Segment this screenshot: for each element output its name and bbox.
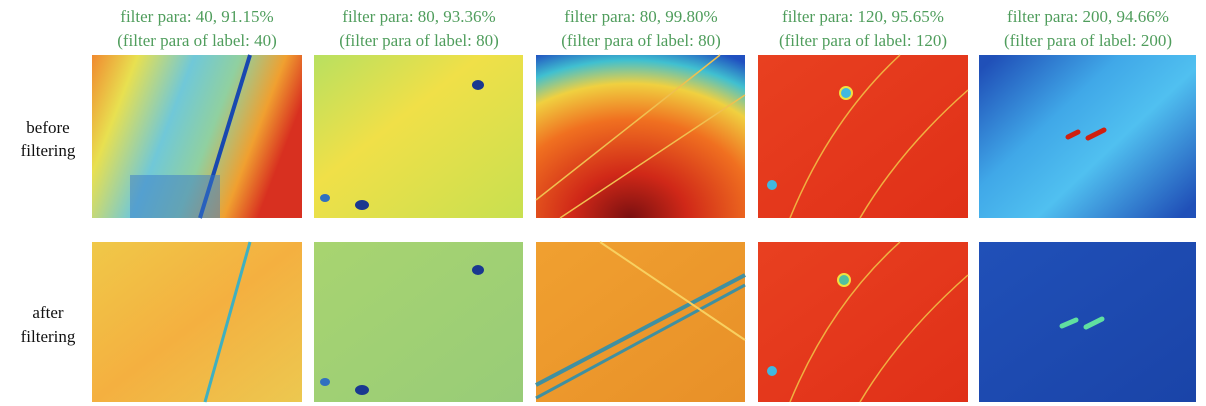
column-title: filter para: 200, 94.66%: [1007, 7, 1169, 26]
spot: [767, 180, 777, 190]
spot: [472, 80, 484, 90]
panels: [92, 55, 1196, 402]
row-labels: before filtering after filtering: [21, 118, 76, 346]
row-label: filtering: [21, 327, 76, 346]
row-label: after: [32, 303, 63, 322]
spot: [472, 265, 484, 275]
image-panel: [758, 55, 968, 218]
column-subtitle: (filter para of label: 40): [117, 31, 277, 50]
column-headers: filter para: 40, 91.15% (filter para of l…: [117, 7, 1172, 50]
spot: [355, 200, 369, 210]
column-title: filter para: 80, 99.80%: [564, 7, 717, 26]
region: [130, 175, 220, 218]
figure: filter para: 40, 91.15% (filter para of l…: [0, 0, 1206, 406]
image-panel: [92, 242, 302, 402]
spot: [320, 194, 330, 202]
image-panel: [314, 242, 523, 402]
spot: [838, 274, 850, 286]
column-subtitle: (filter para of label: 80): [339, 31, 499, 50]
image-panel: [979, 242, 1196, 402]
spot: [840, 87, 852, 99]
spot: [767, 366, 777, 376]
spot: [355, 385, 369, 395]
image-panel: [536, 242, 745, 402]
column-title: filter para: 40, 91.15%: [120, 7, 273, 26]
column-subtitle: (filter para of label: 200): [1004, 31, 1172, 50]
column-title: filter para: 80, 93.36%: [342, 7, 495, 26]
column-title: filter para: 120, 95.65%: [782, 7, 944, 26]
image-panel: [536, 55, 745, 218]
column-subtitle: (filter para of label: 80): [561, 31, 721, 50]
row-label: filtering: [21, 141, 76, 160]
row-label: before: [26, 118, 69, 137]
column-subtitle: (filter para of label: 120): [779, 31, 947, 50]
image-panel: [314, 55, 523, 218]
image-panel: [758, 242, 968, 402]
spot: [320, 378, 330, 386]
